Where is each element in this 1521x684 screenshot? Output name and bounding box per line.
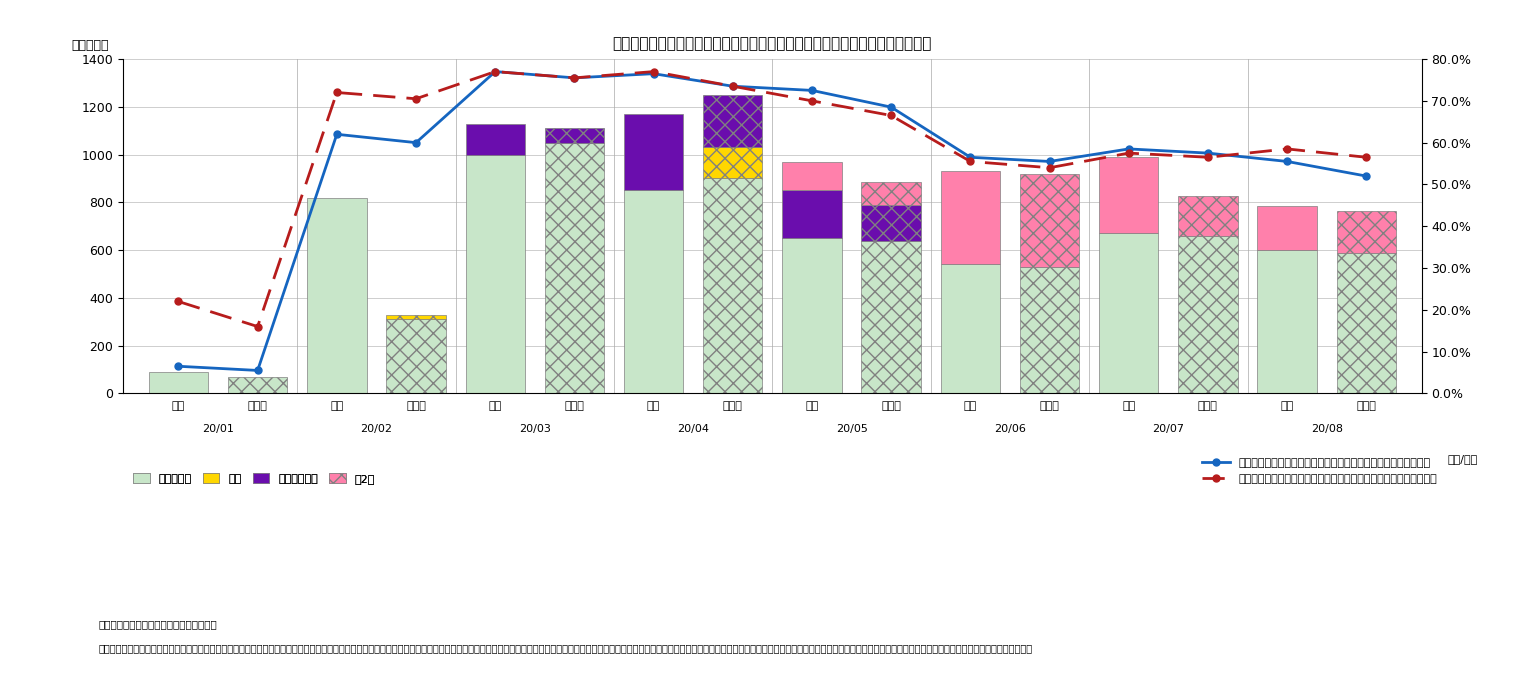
先行き判断理由に占める新型コロナ関連ワードを含む割合（右軸） <box>1119 149 1138 157</box>
現状判断理由に占める新型コロナ関連ワードを含む割合（右軸） <box>961 153 980 161</box>
Text: （年/月）: （年/月） <box>1448 453 1478 464</box>
先行き判断理由に占める新型コロナ関連ワードを含む割合（右軸） <box>327 88 345 96</box>
Title: 図６：景気判断理由集における新型コロナウイルス感染症関連の回答数と割合: 図６：景気判断理由集における新型コロナウイルス感染症関連の回答数と割合 <box>613 36 932 51</box>
Bar <box>940 171 999 265</box>
Text: 20/02: 20/02 <box>360 425 392 434</box>
現状判断理由に占める新型コロナ関連ワードを含む割合（右軸） <box>803 86 821 94</box>
現状判断理由に占める新型コロナ関連ワードを含む割合（右軸） <box>1040 157 1059 166</box>
現状判断理由に占める新型コロナ関連ワードを含む割合（右軸） <box>248 367 266 375</box>
先行き判断理由に占める新型コロナ関連ワードを含む割合（右軸） <box>1040 163 1059 172</box>
Bar <box>1100 157 1159 233</box>
現状判断理由に占める新型コロナ関連ワードを含む割合（右軸） <box>169 362 187 370</box>
Bar <box>465 155 525 393</box>
Bar <box>1337 252 1396 393</box>
Bar <box>940 265 999 393</box>
Bar <box>861 241 920 393</box>
Bar <box>1021 174 1080 267</box>
先行き判断理由に占める新型コロナ関連ワードを含む割合（右軸） <box>1199 153 1217 161</box>
Legend: 新型コロナ, 自粛, 緊急事態宣言, 第2波: 新型コロナ, 自粛, 緊急事態宣言, 第2波 <box>129 469 380 488</box>
現状判断理由に占める新型コロナ関連ワードを含む割合（右軸） <box>645 70 663 78</box>
Bar <box>1258 206 1317 250</box>
現状判断理由に占める新型コロナ関連ワードを含む割合（右軸） <box>408 139 426 147</box>
Text: （回答数）: （回答数） <box>71 40 108 53</box>
先行き判断理由に占める新型コロナ関連ワードを含む割合（右軸） <box>1278 145 1296 153</box>
現状判断理由に占める新型コロナ関連ワードを含む割合（右軸） <box>487 68 505 76</box>
現状判断理由に占める新型コロナ関連ワードを含む割合（右軸） <box>1119 145 1138 153</box>
Bar <box>386 315 446 319</box>
Text: （注）新型コロナウイルス感染症関連の回答として「新型コロナ」、「自粛」、「緊急事態宣言」、「第２波」のワードが含まれるものを抽出。各ワードの回答数は各ワードが含: （注）新型コロナウイルス感染症関連の回答として「新型コロナ」、「自粛」、「緊急事… <box>99 643 1033 653</box>
先行き判断理由に占める新型コロナ関連ワードを含む割合（右軸） <box>169 298 187 306</box>
Line: 現状判断理由に占める新型コロナ関連ワードを含む割合（右軸）: 現状判断理由に占める新型コロナ関連ワードを含む割合（右軸） <box>175 68 1370 374</box>
Bar <box>861 205 920 241</box>
現状判断理由に占める新型コロナ関連ワードを含む割合（右軸） <box>1278 157 1296 166</box>
Bar <box>149 372 208 393</box>
Bar <box>307 198 367 393</box>
Bar <box>1337 211 1396 252</box>
先行き判断理由に占める新型コロナ関連ワードを含む割合（右軸） <box>408 94 426 103</box>
先行き判断理由に占める新型コロナ関連ワードを含む割合（右軸） <box>882 111 900 120</box>
先行き判断理由に占める新型コロナ関連ワードを含む割合（右軸） <box>248 322 266 330</box>
先行き判断理由に占める新型コロナ関連ワードを含む割合（右軸） <box>566 74 584 82</box>
先行き判断理由に占める新型コロナ関連ワードを含む割合（右軸） <box>487 68 505 76</box>
Text: 20/06: 20/06 <box>995 425 1025 434</box>
先行き判断理由に占める新型コロナ関連ワードを含む割合（右軸） <box>961 157 980 166</box>
Bar <box>782 161 841 190</box>
Bar <box>1179 196 1238 236</box>
Bar <box>545 129 604 143</box>
Bar <box>624 190 683 393</box>
Bar <box>1179 236 1238 393</box>
現状判断理由に占める新型コロナ関連ワードを含む割合（右軸） <box>724 82 742 90</box>
先行き判断理由に占める新型コロナ関連ワードを含む割合（右軸） <box>724 82 742 90</box>
Line: 先行き判断理由に占める新型コロナ関連ワードを含む割合（右軸）: 先行き判断理由に占める新型コロナ関連ワードを含む割合（右軸） <box>175 68 1370 330</box>
Text: （出所）内閣府「景気ウォッチャー調査」: （出所）内閣府「景気ウォッチャー調査」 <box>99 619 218 629</box>
Bar <box>465 124 525 155</box>
Text: 20/05: 20/05 <box>835 425 867 434</box>
Text: 20/08: 20/08 <box>1311 425 1343 434</box>
Text: 20/07: 20/07 <box>1153 425 1185 434</box>
Bar <box>782 190 841 238</box>
Bar <box>1021 267 1080 393</box>
Bar <box>703 179 762 393</box>
Text: 20/04: 20/04 <box>677 425 709 434</box>
現状判断理由に占める新型コロナ関連ワードを含む割合（右軸） <box>882 103 900 111</box>
Bar <box>1258 250 1317 393</box>
Bar <box>703 95 762 148</box>
Bar <box>703 148 762 179</box>
Bar <box>386 319 446 393</box>
現状判断理由に占める新型コロナ関連ワードを含む割合（右軸） <box>327 130 345 138</box>
先行き判断理由に占める新型コロナ関連ワードを含む割合（右軸） <box>1357 153 1375 161</box>
先行き判断理由に占める新型コロナ関連ワードを含む割合（右軸） <box>803 96 821 105</box>
現状判断理由に占める新型コロナ関連ワードを含む割合（右軸） <box>1199 149 1217 157</box>
先行き判断理由に占める新型コロナ関連ワードを含む割合（右軸） <box>645 68 663 76</box>
現状判断理由に占める新型コロナ関連ワードを含む割合（右軸） <box>1357 172 1375 180</box>
Text: 20/03: 20/03 <box>519 425 551 434</box>
Bar <box>624 114 683 190</box>
Text: 20/01: 20/01 <box>202 425 234 434</box>
Bar <box>545 143 604 393</box>
現状判断理由に占める新型コロナ関連ワードを含む割合（右軸） <box>566 74 584 82</box>
Legend: 現状判断理由に占める新型コロナ関連ワードを含む割合（右軸）, 先行き判断理由に占める新型コロナ関連ワードを含む割合（右軸）: 現状判断理由に占める新型コロナ関連ワードを含む割合（右軸）, 先行き判断理由に占… <box>1199 453 1442 488</box>
Bar <box>228 377 287 393</box>
Bar <box>782 238 841 393</box>
Bar <box>861 182 920 205</box>
Bar <box>1100 233 1159 393</box>
